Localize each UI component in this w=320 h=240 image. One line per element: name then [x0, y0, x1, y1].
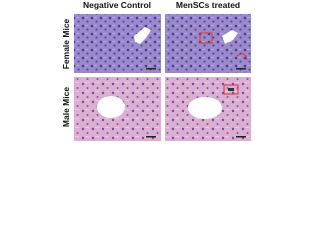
micrograph — [74, 14, 161, 73]
page: Negative Control MenSCs treated Female M… — [61, 0, 251, 141]
figure: Negative Control MenSCs treated Female M… — [61, 0, 251, 141]
column-header: Negative Control — [83, 0, 151, 10]
column-header: MenSCs treated — [176, 0, 240, 10]
micrograph — [165, 14, 251, 73]
row-label: Female Mice — [61, 18, 71, 69]
micrograph — [74, 77, 161, 141]
micrograph — [165, 77, 251, 141]
row-label: Male Mice — [61, 87, 71, 127]
